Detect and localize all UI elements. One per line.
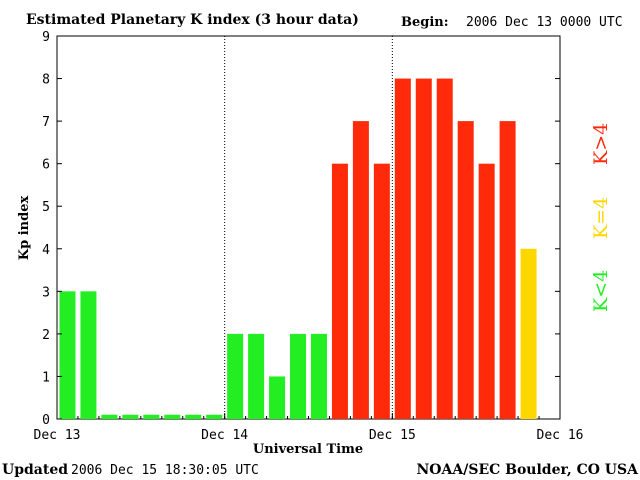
kp-bar [164, 414, 181, 419]
kp-bar [415, 78, 432, 419]
kp-bar [310, 333, 327, 419]
kp-bar [373, 163, 390, 419]
y-tick-label: 2 [42, 328, 50, 343]
kp-bar [436, 78, 453, 419]
kp-bar [185, 414, 202, 419]
chart-title: Estimated Planetary K index (3 hour data… [26, 12, 359, 28]
kp-bar [457, 121, 474, 420]
y-tick-label: 9 [42, 30, 50, 45]
x-tick-label: Dec 13 [34, 428, 81, 443]
y-tick-label: 7 [42, 115, 50, 130]
y-tick-label: 1 [42, 370, 50, 385]
kp-bar [331, 163, 348, 419]
x-axis-label: Universal Time [253, 442, 363, 457]
begin-label: Begin: [401, 15, 449, 30]
x-tick-label: Dec 16 [537, 428, 584, 443]
y-tick-label: 6 [42, 158, 50, 173]
kp-bar [143, 414, 160, 419]
y-tick-label: 8 [42, 73, 50, 88]
x-tick-label: Dec 15 [369, 428, 416, 443]
updated-value: 2006 Dec 15 18:30:05 UTC [71, 463, 259, 478]
legend-low: K<4 [590, 270, 612, 312]
y-tick-label: 0 [42, 413, 50, 428]
y-axis: 0 1 2 3 4 5 6 7 8 9 [42, 30, 560, 428]
kp-bar [80, 291, 97, 419]
kp-bar [352, 121, 369, 420]
kp-bar [394, 78, 411, 419]
source-credit: NOAA/SEC Boulder, CO USA [417, 462, 640, 478]
y-tick-label: 5 [42, 200, 50, 215]
kp-bar [499, 121, 516, 420]
kp-bar [520, 248, 537, 419]
kp-bar [248, 333, 265, 419]
updated-label: Updated [2, 462, 68, 478]
kp-bar [478, 163, 495, 419]
kp-bar [269, 376, 286, 419]
y-tick-label: 4 [42, 243, 50, 258]
kp-bar [59, 291, 76, 419]
legend-equal: K=4 [590, 197, 612, 239]
bars-group [59, 78, 537, 420]
y-axis-label: Kp index [17, 196, 32, 261]
kp-bar [206, 414, 223, 419]
x-tick-label: Dec 14 [201, 428, 248, 443]
day-dividers [224, 36, 393, 419]
begin-value: 2006 Dec 13 0000 UTC [466, 15, 623, 30]
legend-high: K>4 [590, 123, 612, 165]
y-tick-label: 3 [42, 285, 50, 300]
x-axis: Dec 13 Dec 14 Dec 15 Dec 16 [34, 413, 584, 443]
kp-bar [227, 333, 244, 419]
kp-bar [101, 414, 118, 419]
kp-bar [290, 333, 307, 419]
kp-bar [122, 414, 139, 419]
